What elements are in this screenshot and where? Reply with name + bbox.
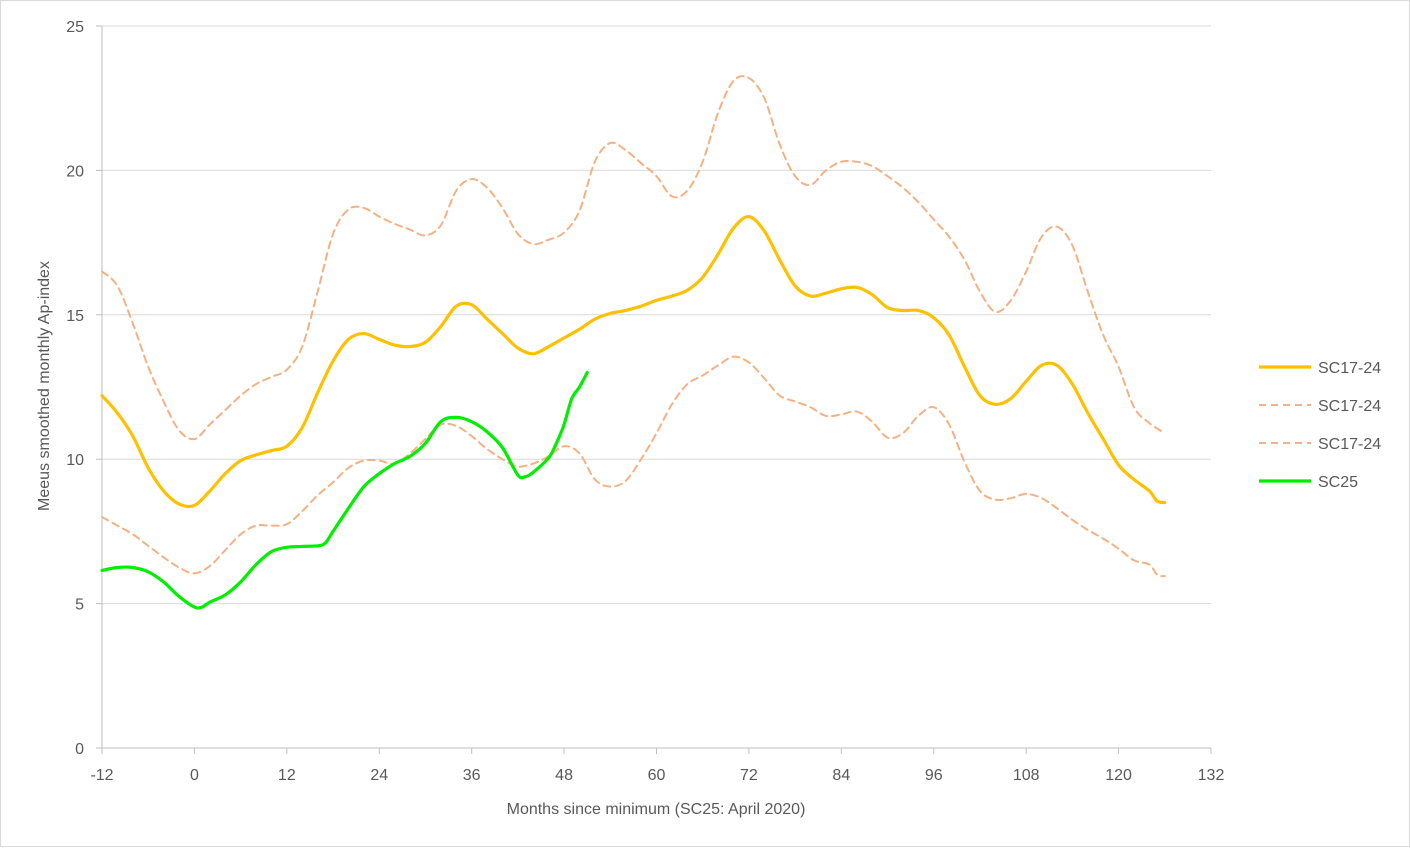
x-tick-label: 120 bbox=[1105, 767, 1132, 784]
x-tick-label: 12 bbox=[278, 767, 296, 784]
x-tick-label: 0 bbox=[190, 767, 199, 784]
y-axis-ticks: 0 5 10 15 20 25 bbox=[66, 19, 102, 758]
legend-label: SC17-24 bbox=[1318, 360, 1381, 377]
x-tick-label: 96 bbox=[925, 767, 943, 784]
x-tick-label: 60 bbox=[648, 767, 666, 784]
gridlines bbox=[102, 25, 1211, 605]
axes bbox=[101, 26, 1211, 749]
legend-item: SC17-24 bbox=[1259, 360, 1381, 377]
x-tick-label: 84 bbox=[832, 767, 850, 784]
y-tick-label: 10 bbox=[66, 452, 84, 469]
series-line-4 bbox=[100, 370, 589, 610]
x-tick-label: 72 bbox=[740, 767, 758, 784]
x-tick-label: 48 bbox=[555, 767, 573, 784]
x-tick-label: 24 bbox=[370, 767, 388, 784]
series-line-3 bbox=[101, 355, 1166, 578]
x-tick-label: 36 bbox=[463, 767, 481, 784]
y-tick-label: 20 bbox=[66, 163, 84, 180]
x-axis-ticks: -12 0 12 24 36 48 60 72 84 96 108 120 132 bbox=[90, 748, 1224, 784]
x-tick-label: 132 bbox=[1198, 767, 1225, 784]
x-axis-title: Months since minimum (SC25: April 2020) bbox=[507, 801, 806, 818]
plot-area bbox=[100, 75, 1167, 610]
x-tick-label: 108 bbox=[1013, 767, 1040, 784]
legend-label: SC17-24 bbox=[1318, 398, 1381, 415]
series-line-1 bbox=[100, 215, 1167, 509]
legend: SC17-24 SC17-24 SC17-24 SC25 bbox=[1259, 360, 1381, 491]
y-tick-label: 25 bbox=[66, 19, 84, 36]
x-tick-label: -12 bbox=[90, 767, 113, 784]
legend-label: SC17-24 bbox=[1318, 436, 1381, 453]
y-tick-label: 0 bbox=[75, 741, 84, 758]
legend-label: SC25 bbox=[1318, 474, 1358, 491]
series-line-2 bbox=[101, 75, 1166, 441]
legend-item: SC25 bbox=[1259, 474, 1358, 491]
legend-item: SC17-24 bbox=[1259, 436, 1381, 453]
y-tick-label: 5 bbox=[75, 597, 84, 614]
legend-item: SC17-24 bbox=[1259, 398, 1381, 415]
y-tick-label: 15 bbox=[66, 308, 84, 325]
y-axis-title: Meeus smoothed monthly Ap-index bbox=[36, 261, 53, 511]
